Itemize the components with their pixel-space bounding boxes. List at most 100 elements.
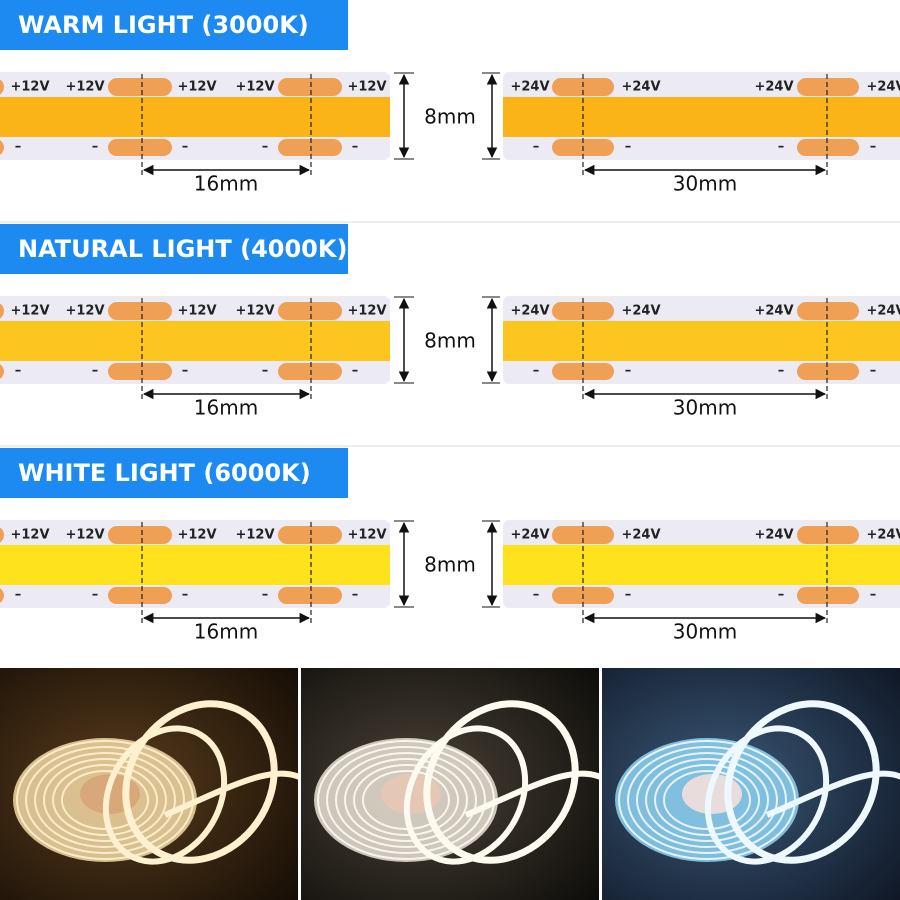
- ground-label: –: [870, 588, 877, 603]
- ground-label: –: [778, 364, 785, 379]
- solder-pad: [278, 302, 342, 320]
- reel-ring: [663, 770, 751, 830]
- solder-pad: [797, 302, 859, 320]
- voltage-label: +12V: [235, 80, 274, 95]
- voltage-label: +24V: [621, 528, 660, 543]
- solder-pad: [278, 139, 342, 156]
- reel-photo: [13, 700, 298, 865]
- voltage-label: +12V: [347, 528, 386, 543]
- ground-label: –: [778, 588, 785, 603]
- solder-pad: [108, 526, 172, 544]
- strip-tail: [163, 770, 298, 818]
- solder-pad: [0, 527, 4, 543]
- ground-label: –: [778, 140, 785, 155]
- voltage-label: +24V: [510, 528, 549, 543]
- reel-ring: [326, 746, 486, 854]
- ground-label: –: [262, 588, 269, 603]
- led-band: [503, 545, 900, 585]
- pitch-label: 30mm: [673, 172, 737, 196]
- title-banner: [0, 0, 348, 50]
- reel-ring: [34, 752, 176, 848]
- ground-label: –: [92, 588, 99, 603]
- solder-pad: [0, 79, 4, 95]
- ground-label: –: [92, 140, 99, 155]
- voltage-label: +24V: [866, 304, 900, 319]
- spec-section: WARM LIGHT (3000K) +12V +12V +12V +12V +12V – –…: [0, 0, 900, 196]
- reel-ring: [52, 764, 158, 836]
- title-banner: [0, 448, 348, 498]
- solder-pad: [278, 78, 342, 96]
- spec-section: WHITE LIGHT (6000K) +12V +12V +12V +12V +12V –…: [0, 445, 900, 644]
- ground-label: –: [15, 364, 22, 379]
- reel-ring: [61, 770, 149, 830]
- solder-pad: [278, 526, 342, 544]
- reel-ring: [636, 752, 778, 848]
- ground-label: –: [870, 140, 877, 155]
- voltage-label: +24V: [754, 304, 793, 319]
- ground-label: –: [533, 364, 540, 379]
- ground-label: –: [182, 140, 189, 155]
- reel-ring: [645, 758, 769, 842]
- ground-label: –: [352, 364, 359, 379]
- ground-label: –: [533, 140, 540, 155]
- reel-ring: [353, 764, 459, 836]
- width-label: 8mm: [424, 105, 476, 129]
- solder-pad: [108, 302, 172, 320]
- led-band: [0, 321, 390, 361]
- solder-pad: [0, 140, 4, 155]
- strip-tail: [464, 770, 599, 818]
- solder-pad: [108, 139, 172, 156]
- voltage-label: +12V: [10, 304, 49, 319]
- solder-pad: [797, 526, 859, 544]
- solder-pad: [278, 587, 342, 604]
- strip-loop: [102, 725, 228, 865]
- ground-label: –: [352, 140, 359, 155]
- pitch-label: 16mm: [194, 620, 258, 644]
- ground-label: –: [15, 140, 22, 155]
- voltage-label: +12V: [65, 80, 104, 95]
- voltage-label: +24V: [621, 304, 660, 319]
- voltage-label: +12V: [347, 304, 386, 319]
- reel-ring: [43, 758, 167, 842]
- reel-ring: [654, 764, 760, 836]
- pitch-label: 30mm: [673, 620, 737, 644]
- solder-pad: [797, 78, 859, 96]
- voltage-label: +24V: [754, 80, 793, 95]
- ground-label: –: [625, 364, 632, 379]
- section-title: WARM LIGHT (3000K): [18, 11, 309, 39]
- reel-ring: [362, 770, 450, 830]
- voltage-label: +12V: [235, 304, 274, 319]
- voltage-label: +24V: [754, 528, 793, 543]
- spec-section: NATURAL LIGHT (4000K) +12V +12V +12V +12V +12…: [0, 221, 900, 420]
- solder-pad: [797, 587, 859, 604]
- voltage-label: +24V: [510, 304, 549, 319]
- ground-label: –: [533, 588, 540, 603]
- voltage-label: +12V: [177, 304, 216, 319]
- solder-pad: [108, 587, 172, 604]
- ground-label: –: [870, 364, 877, 379]
- led-band: [0, 545, 390, 585]
- voltage-label: +24V: [510, 80, 549, 95]
- reel-photo: [314, 700, 599, 865]
- pitch-label: 16mm: [194, 396, 258, 420]
- ground-label: –: [352, 588, 359, 603]
- reel-ring: [335, 752, 477, 848]
- ground-label: –: [625, 140, 632, 155]
- ground-label: –: [182, 364, 189, 379]
- led-band: [0, 97, 390, 137]
- section-title: WHITE LIGHT (6000K): [18, 459, 311, 487]
- led-band: [503, 97, 900, 137]
- voltage-label: +12V: [10, 80, 49, 95]
- section-title: NATURAL LIGHT (4000K): [18, 235, 347, 263]
- ground-label: –: [262, 140, 269, 155]
- reel-ring: [627, 746, 787, 854]
- pitch-label: 30mm: [673, 396, 737, 420]
- reel-ring: [344, 758, 468, 842]
- led-band: [503, 321, 900, 361]
- voltage-label: +24V: [866, 528, 900, 543]
- solder-pad: [0, 303, 4, 319]
- voltage-label: +12V: [177, 80, 216, 95]
- ground-label: –: [15, 588, 22, 603]
- solder-pad: [278, 363, 342, 380]
- voltage-label: +12V: [65, 304, 104, 319]
